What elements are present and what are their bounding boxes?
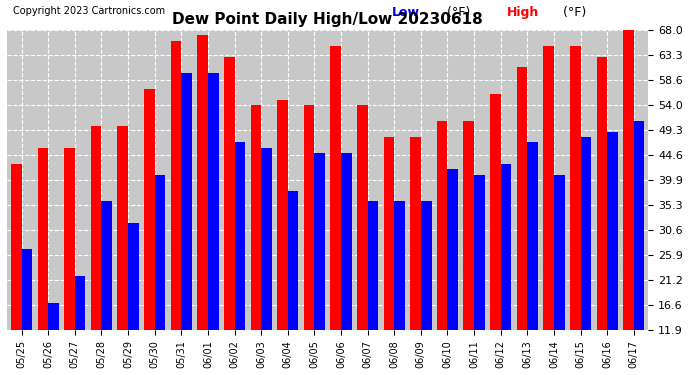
Text: High: High (507, 6, 540, 19)
Bar (117, 126, 128, 330)
Bar (208, 73, 219, 330)
Bar (634, 121, 644, 330)
Bar (261, 148, 272, 330)
Bar (91, 126, 101, 330)
Bar (155, 174, 166, 330)
Bar (101, 201, 112, 330)
Bar (474, 174, 485, 330)
Bar (315, 153, 325, 330)
Bar (411, 137, 421, 330)
Bar (517, 68, 527, 330)
Bar (437, 121, 448, 330)
Bar (607, 132, 618, 330)
Bar (331, 46, 341, 330)
Bar (48, 303, 59, 330)
Bar (235, 142, 245, 330)
Bar (490, 94, 501, 330)
Bar (224, 57, 235, 330)
Bar (11, 164, 21, 330)
Bar (250, 105, 261, 330)
Bar (37, 148, 48, 330)
Bar (448, 169, 458, 330)
Bar (464, 121, 474, 330)
Bar (597, 57, 607, 330)
Bar (623, 30, 634, 330)
Bar (368, 201, 378, 330)
Bar (554, 174, 564, 330)
Bar (64, 148, 75, 330)
Bar (181, 73, 192, 330)
Bar (304, 105, 315, 330)
Text: Copyright 2023 Cartronics.com: Copyright 2023 Cartronics.com (13, 6, 166, 16)
Bar (543, 46, 554, 330)
Bar (170, 41, 181, 330)
Bar (357, 105, 368, 330)
Bar (197, 35, 208, 330)
Bar (501, 164, 511, 330)
Bar (341, 153, 352, 330)
Bar (394, 201, 405, 330)
Bar (288, 190, 298, 330)
Title: Dew Point Daily High/Low 20230618: Dew Point Daily High/Low 20230618 (172, 12, 483, 27)
Bar (421, 201, 431, 330)
Bar (75, 276, 86, 330)
Text: Low: Low (392, 6, 420, 19)
Bar (384, 137, 394, 330)
Bar (21, 249, 32, 330)
Bar (580, 137, 591, 330)
Bar (277, 100, 288, 330)
Text: (°F): (°F) (559, 6, 586, 19)
Bar (527, 142, 538, 330)
Bar (128, 223, 139, 330)
Bar (570, 46, 580, 330)
Text: (°F): (°F) (443, 6, 471, 19)
Bar (144, 89, 155, 330)
